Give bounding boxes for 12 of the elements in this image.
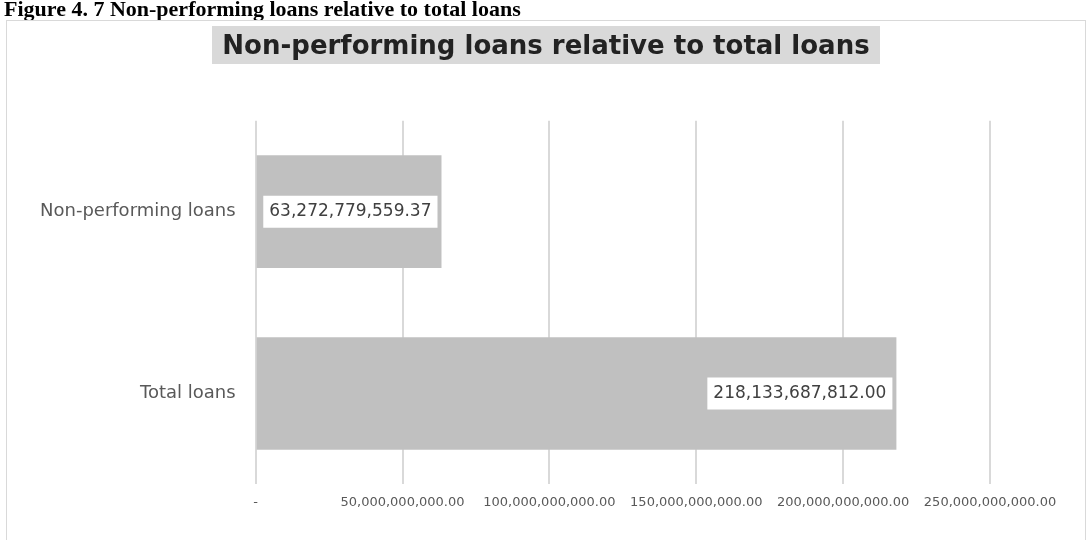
x-tick-label: 150,000,000,000.00: [630, 493, 763, 509]
data-label: 63,272,779,559.37: [269, 200, 432, 221]
x-tick-label: 200,000,000,000.00: [776, 493, 910, 509]
data-label: 218,133,687,812.00: [713, 381, 887, 402]
x-tick-label: 100,000,000,000.00: [483, 493, 616, 509]
caption: Figure 4. 7 Non-performing loans relative to total loans: [4, 0, 521, 22]
y-tick-label: Non-performing loans: [40, 199, 236, 221]
x-tick-label: -: [253, 493, 259, 509]
x-tick-label: 250,000,000,000.00: [923, 493, 1057, 509]
chart-title: Non-performing loans relative to total loans: [212, 26, 880, 64]
y-tick-label: Total loans: [139, 381, 236, 403]
x-tick-label: 50,000,000,000.00: [340, 493, 465, 509]
